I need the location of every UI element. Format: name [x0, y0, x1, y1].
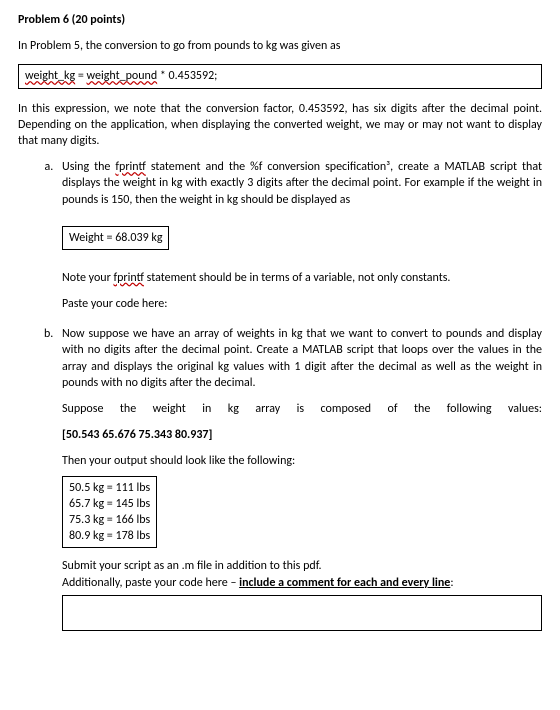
parts-list: Using the fprintf statement and the %f c…: [18, 159, 542, 631]
fprintf-word-2: fprintf: [113, 271, 143, 285]
b-add1: Additionally, paste your code here –: [62, 576, 239, 590]
b-suppose: Suppose the weight in kg array is compos…: [62, 401, 542, 417]
weight-example-box: Weight = 68.039 kg: [62, 226, 169, 250]
output-row: 65.7 kg = 145 lbs: [69, 496, 150, 512]
intro-paragraph: In Problem 5, the conversion to go from …: [18, 38, 542, 54]
b-lead: Now suppose we have an array of weights …: [62, 327, 542, 390]
code-tail: * 0.453592;: [157, 69, 217, 83]
code-eq: =: [75, 69, 86, 83]
problem-title: Problem 6 (20 points): [18, 12, 542, 28]
output-row: 80.9 kg = 178 lbs: [69, 528, 150, 544]
output-box: 50.5 kg = 111 lbs 65.7 kg = 145 lbs 75.3…: [62, 476, 157, 549]
output-row: 75.3 kg = 166 lbs: [69, 512, 150, 528]
code-lhs: weight_kg: [25, 69, 75, 83]
part-b: Now suppose we have an array of weights …: [56, 326, 542, 630]
output-row: 50.5 kg = 111 lbs: [69, 480, 150, 496]
code-expression-box: weight_kg = weight_pound * 0.453592;: [18, 64, 542, 88]
a-note2: statement should be in terms of a variab…: [144, 271, 451, 285]
answer-box-empty[interactable]: [62, 595, 542, 631]
a-note1: Note your: [62, 271, 113, 285]
a-lead1: Using the: [62, 160, 115, 174]
a-note: Note your fprintf statement should be in…: [62, 270, 542, 286]
fprintf-word: fprintf: [115, 160, 145, 174]
b-additional: Additionally, paste your code here – inc…: [62, 575, 542, 591]
a-paste-label: Paste your code here:: [62, 296, 542, 312]
code-rhs: weight_pound: [87, 69, 158, 83]
explain-paragraph: In this expression, we note that the con…: [18, 101, 542, 150]
b-submit: Submit your script as an .m file in addi…: [62, 558, 542, 574]
b-add3: :: [450, 576, 453, 590]
part-a: Using the fprintf statement and the %f c…: [56, 159, 542, 312]
b-add2: include a comment for each and every lin…: [239, 576, 450, 590]
b-array: [50.543 65.676 75.343 80.937]: [62, 427, 542, 443]
b-then: Then your output should look like the fo…: [62, 453, 542, 469]
